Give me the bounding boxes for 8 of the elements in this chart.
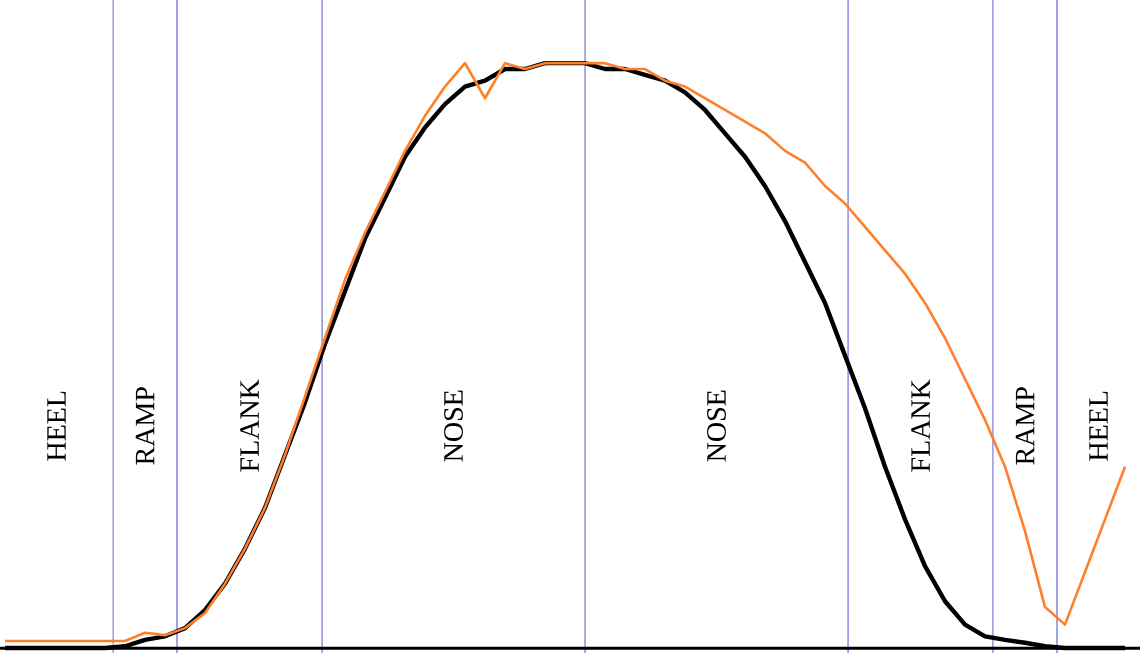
- annotation: FLANK: [911, 379, 930, 472]
- annotation: RAMP: [135, 387, 155, 465]
- annotation: NOSE: [444, 390, 463, 462]
- annotation: NOSE: [707, 390, 726, 462]
- annotation: HEEL: [47, 391, 66, 461]
- annotation: RAMP: [1015, 387, 1035, 465]
- annotation: HEEL: [1089, 391, 1108, 461]
- annotation: FLANK: [240, 379, 259, 472]
